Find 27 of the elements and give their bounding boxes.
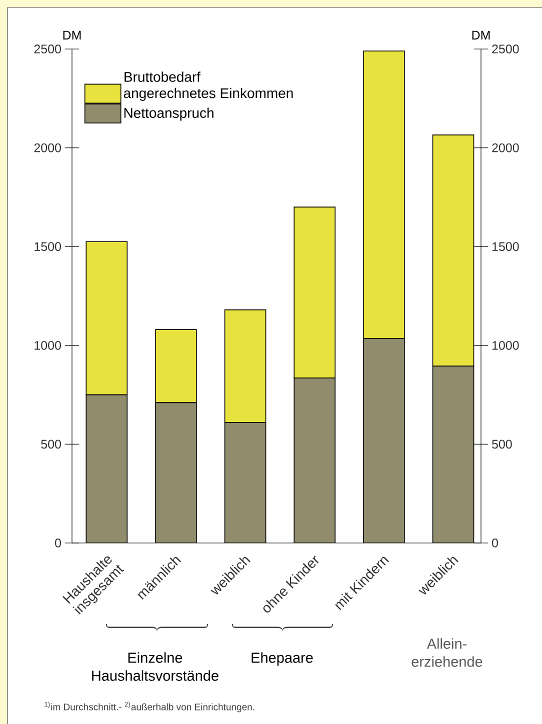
bar: [155, 402, 197, 543]
legend-label: Nettoanspruch: [124, 108, 214, 121]
y-tick-label: 500: [41, 440, 61, 449]
text: Einzelne Haushaltsvorstände: [92, 652, 218, 681]
y-axis-title: DM: [63, 30, 81, 40]
y2-tick-label: 1500: [492, 242, 519, 252]
y-tick-label: 1500: [34, 242, 61, 252]
legend-label: angerechnetes Einkommen: [124, 88, 293, 101]
text: Allein-erziehende: [412, 638, 482, 667]
bar: [86, 394, 128, 543]
y-tick-label: 2000: [34, 143, 61, 152]
text: Ehepaare: [252, 652, 313, 666]
bar: [363, 338, 405, 543]
y2-tick-label: 2000: [492, 143, 519, 152]
y-tick-label: 1000: [34, 340, 61, 350]
y2-tick-label: 500: [492, 440, 512, 449]
y-tick-label: 2500: [34, 44, 61, 54]
bar: [294, 378, 336, 543]
y2-tick-label: 2500: [492, 44, 519, 54]
y2-tick-label: 1000: [492, 340, 519, 350]
bar: [432, 366, 474, 543]
y2-axis-title: DM: [472, 30, 490, 40]
y2-tick-label: 0: [492, 538, 498, 548]
y-tick-label: 0: [55, 538, 61, 548]
bar: [224, 422, 266, 543]
legend-title: Bruttobedarf: [124, 72, 201, 82]
text: $^{1)}$im Durchschnitt.- $^{2)}$außerhalb von Einrichtungen.: [44, 702, 254, 712]
